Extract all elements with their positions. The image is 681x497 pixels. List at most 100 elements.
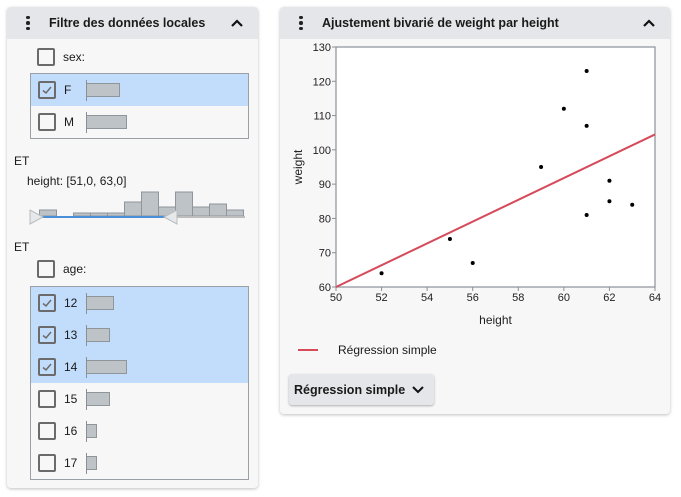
chevron-up-icon[interactable] — [230, 16, 244, 30]
list-item[interactable]: M — [31, 106, 248, 138]
chart-legend: Régression simple — [298, 343, 437, 357]
checkbox[interactable] — [38, 358, 56, 376]
list-item[interactable]: 16 — [31, 415, 248, 447]
y-tick-label: 130 — [313, 42, 331, 54]
list-item[interactable]: 14 — [31, 351, 248, 383]
count-bar — [87, 328, 110, 342]
bar-axis — [86, 292, 87, 314]
x-tick-label: 58 — [512, 292, 524, 304]
count-bar — [87, 83, 120, 97]
data-point — [607, 199, 612, 204]
checkbox[interactable] — [38, 390, 56, 408]
count-bar — [87, 392, 110, 406]
data-point — [584, 69, 589, 73]
data-point — [470, 261, 475, 265]
count-bar — [87, 456, 97, 470]
slider-min-handle-icon[interactable] — [29, 209, 45, 225]
list-item[interactable]: F — [31, 74, 248, 106]
item-label: 15 — [64, 392, 78, 406]
data-point — [379, 271, 384, 276]
checkbox[interactable] — [38, 422, 56, 440]
kebab-menu-icon[interactable] — [290, 15, 312, 31]
checkbox[interactable] — [38, 454, 56, 472]
scatter-chart: 60 70 80 90 100 110 120 130 50 52 54 56 58 60 62 64 heig… — [291, 42, 661, 327]
dropdown-label: Régression simple — [294, 382, 406, 397]
panel-title: Ajustement bivarié de weight par height — [322, 16, 559, 30]
y-tick-label: 120 — [313, 76, 331, 88]
item-label: 13 — [64, 328, 78, 342]
x-tick-label: 62 — [603, 292, 615, 304]
conjunction-label: ET — [14, 240, 30, 254]
y-tick-label: 70 — [319, 248, 331, 260]
sex-select-all[interactable]: sex: — [37, 48, 85, 66]
fit-type-dropdown[interactable]: Régression simple — [289, 374, 435, 405]
data-point — [561, 106, 566, 111]
item-label: M — [64, 115, 74, 129]
item-label: 17 — [64, 456, 78, 470]
count-bar — [87, 296, 114, 310]
bar-axis — [86, 452, 87, 474]
bar-axis — [86, 388, 87, 410]
y-tick-label: 60 — [319, 282, 331, 294]
data-point — [584, 123, 589, 128]
data-point — [584, 213, 589, 217]
checkbox[interactable] — [38, 294, 56, 312]
age-listbox: 12 13 14 15 16 17 — [30, 286, 249, 480]
data-point — [539, 165, 544, 169]
regression-line — [335, 133, 656, 288]
checkbox[interactable] — [38, 326, 56, 344]
sex-label: sex: — [63, 50, 86, 64]
data-point — [630, 202, 635, 207]
height-range-slider[interactable] — [27, 185, 252, 225]
count-bar — [87, 424, 97, 438]
bar-axis — [86, 111, 87, 133]
data-point — [607, 178, 612, 183]
x-tick-label: 52 — [375, 292, 387, 304]
checkbox[interactable] — [37, 48, 55, 66]
checkbox[interactable] — [37, 260, 55, 278]
item-label: F — [64, 83, 72, 97]
x-tick-label: 54 — [421, 292, 433, 304]
height-histogram — [39, 191, 244, 217]
bar-axis — [86, 324, 87, 346]
item-label: 12 — [64, 296, 78, 310]
y-tick-label: 100 — [313, 145, 331, 157]
legend-label: Régression simple — [338, 343, 437, 357]
bar-axis — [86, 420, 87, 442]
checkbox[interactable] — [38, 81, 56, 99]
chevron-up-icon[interactable] — [642, 16, 656, 30]
list-item[interactable]: 17 — [31, 447, 248, 479]
bar-axis — [86, 356, 87, 378]
x-tick-label: 64 — [649, 292, 661, 304]
kebab-menu-icon[interactable] — [17, 15, 39, 31]
list-item[interactable]: 12 — [31, 287, 248, 319]
age-select-all[interactable]: age: — [37, 260, 86, 278]
item-label: 16 — [64, 424, 78, 438]
x-axis-label: height — [479, 313, 512, 327]
conjunction-label: ET — [14, 154, 30, 168]
x-tick-label: 56 — [467, 292, 479, 304]
panel-header: Ajustement bivarié de weight par height — [280, 7, 670, 39]
x-tick-label: 50 — [330, 292, 342, 304]
list-item[interactable]: 15 — [31, 383, 248, 415]
panel-header: Filtre des données locales — [7, 7, 258, 39]
age-label: age: — [63, 262, 87, 276]
bar-axis — [86, 79, 87, 101]
chevron-down-icon — [412, 385, 424, 393]
x-tick-label: 60 — [558, 292, 570, 304]
y-tick-label: 80 — [319, 213, 331, 225]
slider-max-handle-icon[interactable] — [162, 209, 178, 225]
data-point — [447, 237, 452, 241]
height-range-label: height: [51,0, 63,0] — [27, 174, 127, 188]
legend-line-swatch — [298, 349, 318, 351]
y-axis-label: weight — [291, 149, 305, 185]
bivariate-fit-panel: Ajustement bivarié de weight par height … — [280, 7, 670, 414]
panel-title: Filtre des données locales — [49, 16, 206, 30]
checkbox[interactable] — [38, 113, 56, 131]
y-tick-label: 90 — [319, 179, 331, 191]
y-tick-label: 110 — [313, 111, 331, 123]
list-item[interactable]: 13 — [31, 319, 248, 351]
count-bar — [87, 115, 127, 129]
